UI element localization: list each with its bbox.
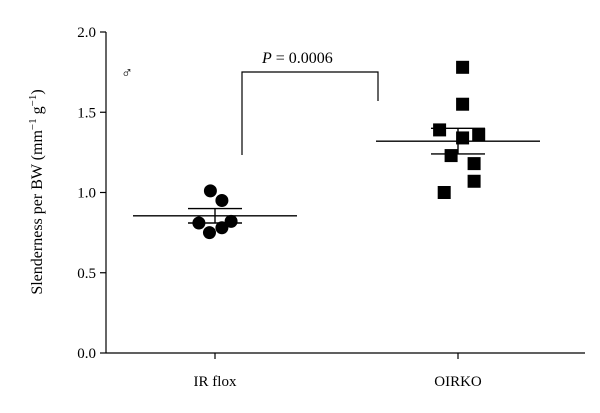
male-symbol: ♂ bbox=[121, 65, 133, 82]
data-point bbox=[472, 128, 486, 142]
y-tick-label: 2.0 bbox=[77, 25, 96, 41]
y-tick-label: 0.0 bbox=[77, 346, 96, 362]
y-ticks: 0.0 0.5 1.0 1.5 2.0 bbox=[77, 25, 106, 362]
data-point bbox=[215, 221, 229, 235]
data-point bbox=[444, 149, 458, 163]
data-point bbox=[467, 174, 481, 188]
x-tick-label: OIRKO bbox=[434, 374, 482, 390]
data-marks bbox=[192, 60, 486, 240]
data-point bbox=[224, 214, 238, 228]
significance-bracket bbox=[241, 71, 379, 155]
y-axis-label: Slenderness per BW (mm−1 g−1) bbox=[27, 89, 46, 294]
data-point bbox=[437, 186, 451, 199]
error-bars bbox=[133, 127, 540, 224]
data-point bbox=[456, 60, 470, 74]
p-value-label: P = 0.0006 bbox=[261, 50, 333, 67]
bracket-line bbox=[241, 71, 379, 155]
data-point bbox=[456, 97, 470, 111]
data-point bbox=[202, 226, 216, 240]
data-point bbox=[203, 184, 217, 198]
x-tick-label: IR flox bbox=[194, 374, 237, 390]
data-point bbox=[433, 123, 447, 137]
y-tick-label: 0.5 bbox=[77, 266, 96, 282]
data-point bbox=[215, 194, 229, 208]
x-ticks: IR flox OIRKO bbox=[194, 353, 482, 390]
data-point bbox=[467, 157, 481, 171]
y-tick-label: 1.5 bbox=[77, 105, 96, 121]
y-tick-label: 1.0 bbox=[77, 186, 96, 202]
axes bbox=[105, 32, 585, 354]
